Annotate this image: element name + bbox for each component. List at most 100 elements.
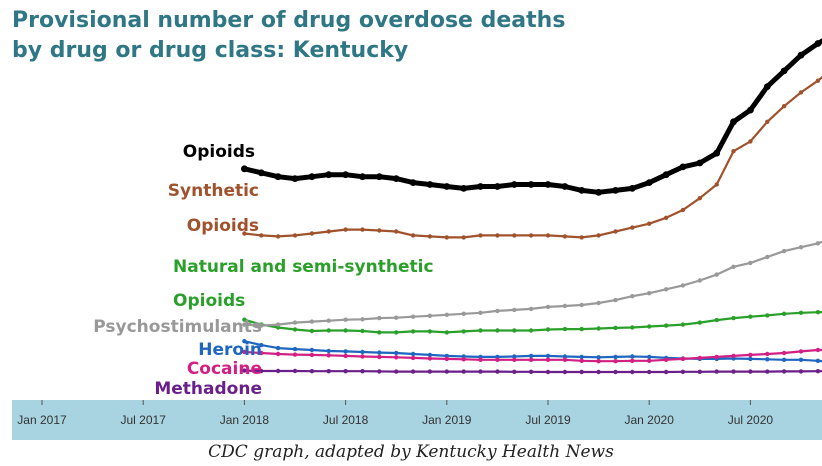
point-opioids-apr-2019 [494, 183, 501, 190]
point-heroin-aug-2018 [360, 349, 365, 355]
point-opioids-jun-2019 [527, 181, 535, 188]
point-natural-and-semi-synthetic-opioids-dec-2019 [630, 325, 635, 330]
point-cocaine-jul-2020 [748, 352, 753, 358]
point-methadone-aug-2018 [360, 369, 365, 374]
point-methadone-may-2020 [714, 369, 719, 374]
point-methadone-apr-2018 [292, 368, 298, 374]
point-psychostimulants-nov-2019 [613, 297, 618, 303]
point-psychostimulants-jun-2019 [528, 306, 534, 312]
point-heroin-nov-2020 [815, 358, 821, 363]
point-natural-and-semi-synthetic-opioids-oct-2019 [596, 326, 601, 331]
point-natural-and-semi-synthetic-opioids-apr-2019 [495, 328, 500, 333]
point-methadone-apr-2019 [495, 369, 500, 374]
point-synthetic-opioids-sep-2019 [579, 235, 584, 240]
point-heroin-jul-2020 [748, 356, 753, 362]
point-psychostimulants-oct-2018 [394, 315, 399, 320]
point-cocaine-jun-2018 [326, 353, 331, 358]
point-heroin-aug-2019 [562, 354, 568, 359]
point-synthetic-opioids-apr-2018 [292, 233, 298, 238]
line-synthetic-opioids [244, 75, 822, 239]
point-cocaine-jan-2018 [242, 349, 247, 355]
point-opioids-jan-2019 [443, 183, 451, 190]
point-psychostimulants-jul-2019 [545, 304, 551, 310]
point-synthetic-opioids-mar-2020 [680, 207, 686, 213]
point-methadone-oct-2020 [798, 369, 804, 374]
point-natural-and-semi-synthetic-opioids-nov-2019 [613, 325, 618, 331]
label-psychostimulants-line-1: Psychostimulants [93, 317, 262, 337]
point-natural-and-semi-synthetic-opioids-jun-2019 [528, 328, 534, 333]
point-opioids-jul-2018 [342, 171, 349, 179]
point-natural-and-semi-synthetic-opioids-dec-2018 [427, 329, 433, 334]
point-psychostimulants-may-2018 [309, 319, 315, 324]
label-methadone-line-1: Methadone [154, 379, 262, 399]
point-cocaine-may-2020 [714, 354, 719, 360]
point-methadone-feb-2019 [461, 369, 466, 374]
x-tick-label-jul-2019: Jul 2019 [525, 413, 571, 427]
point-psychostimulants-oct-2020 [798, 245, 804, 250]
point-opioids-jul-2019 [544, 181, 552, 188]
point-cocaine-feb-2018 [259, 350, 264, 356]
point-cocaine-aug-2019 [562, 357, 568, 362]
label-natural-and-semi-synthetic-opioids-line-2: Opioids [173, 291, 245, 311]
point-synthetic-opioids-jul-2020 [748, 139, 753, 144]
point-synthetic-opioids-jun-2020 [731, 149, 736, 154]
point-opioids-sep-2020 [780, 67, 788, 75]
point-cocaine-feb-2019 [461, 357, 466, 362]
point-psychostimulants-jun-2020 [731, 264, 736, 269]
point-heroin-oct-2020 [798, 357, 804, 362]
point-opioids-mar-2018 [274, 173, 282, 181]
point-cocaine-dec-2019 [630, 358, 635, 363]
point-psychostimulants-may-2020 [714, 272, 719, 277]
point-heroin-dec-2018 [427, 352, 433, 358]
point-heroin-nov-2019 [613, 354, 618, 360]
point-methadone-aug-2020 [765, 369, 770, 374]
point-cocaine-mar-2019 [478, 357, 483, 362]
x-tick-label-jul-2018: Jul 2018 [323, 413, 369, 427]
point-opioids-aug-2020 [763, 83, 771, 90]
point-methadone-jul-2018 [343, 369, 348, 374]
point-methadone-feb-2020 [663, 369, 669, 375]
point-heroin-jun-2019 [528, 353, 534, 359]
point-natural-and-semi-synthetic-opioids-jul-2020 [748, 314, 753, 319]
point-methadone-jan-2019 [444, 369, 449, 374]
point-synthetic-opioids-apr-2019 [495, 233, 500, 238]
point-heroin-may-2018 [309, 347, 315, 353]
chart-caption: CDC graph, adapted by Kentucky Health Ne… [208, 442, 614, 462]
point-natural-and-semi-synthetic-opioids-jan-2019 [444, 330, 449, 335]
point-psychostimulants-jul-2020 [748, 260, 753, 266]
label-synthetic-opioids-line-1: Synthetic [168, 181, 259, 201]
point-natural-and-semi-synthetic-opioids-aug-2020 [765, 313, 770, 318]
point-cocaine-jan-2019 [444, 356, 449, 362]
point-synthetic-opioids-apr-2020 [697, 196, 702, 201]
point-synthetic-opioids-may-2019 [512, 233, 517, 238]
point-heroin-jan-2020 [647, 354, 652, 360]
point-cocaine-nov-2020 [815, 347, 821, 353]
point-psychostimulants-aug-2019 [562, 303, 568, 309]
label-synthetic-opioids-line-2: Opioids [187, 216, 259, 236]
point-psychostimulants-dec-2018 [427, 313, 433, 318]
point-cocaine-apr-2020 [697, 355, 702, 361]
x-tick-label-jul-2017: Jul 2017 [121, 413, 167, 427]
point-psychostimulants-jan-2018 [242, 322, 247, 327]
point-heroin-sep-2020 [781, 357, 787, 362]
x-tick-label-jan-2017: Jan 2017 [17, 413, 67, 427]
label-cocaine-line-1: Cocaine [187, 359, 262, 379]
point-psychostimulants-sep-2018 [377, 315, 382, 321]
series-psychostimulants [242, 240, 822, 328]
point-synthetic-opioids-oct-2018 [394, 229, 399, 234]
point-natural-and-semi-synthetic-opioids-apr-2020 [697, 320, 702, 325]
line-opioids [243, 38, 822, 195]
point-opioids-nov-2018 [409, 179, 417, 187]
point-cocaine-sep-2019 [579, 358, 584, 363]
point-natural-and-semi-synthetic-opioids-jan-2020 [647, 324, 652, 329]
point-cocaine-sep-2020 [781, 350, 787, 356]
point-psychostimulants-apr-2018 [292, 320, 298, 325]
point-cocaine-apr-2018 [292, 352, 298, 357]
point-cocaine-apr-2019 [495, 357, 500, 362]
point-natural-and-semi-synthetic-opioids-aug-2019 [562, 326, 568, 332]
point-methadone-may-2018 [309, 369, 315, 374]
line-natural-and-semi-synthetic-opioids [244, 311, 822, 334]
point-psychostimulants-jul-2018 [343, 317, 348, 322]
point-methadone-sep-2018 [377, 369, 382, 374]
